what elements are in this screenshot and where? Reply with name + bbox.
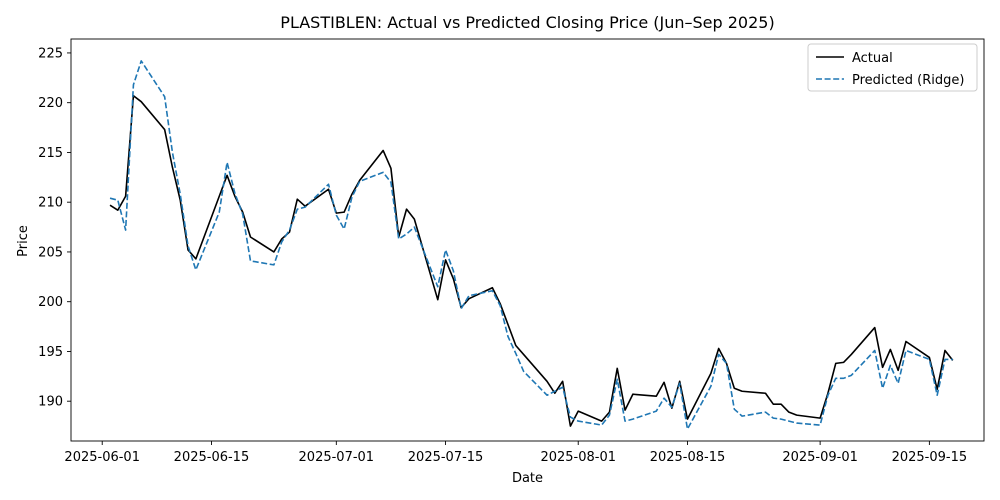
y-tick-label: 205	[38, 245, 63, 260]
legend-box	[807, 43, 978, 92]
y-tick-label: 210	[38, 196, 63, 211]
x-tick-label: 2025-07-15	[408, 450, 484, 465]
series-line-1	[109, 60, 953, 430]
x-tick-label: 2025-08-01	[540, 450, 616, 465]
x-tick-label: 2025-06-15	[174, 450, 250, 465]
x-tick-label: 2025-09-01	[782, 450, 858, 465]
chart-title: PLASTIBLEN: Actual vs Predicted Closing …	[280, 13, 774, 32]
x-tick-label: 2025-07-01	[299, 450, 375, 465]
legend-label-1: Predicted (Ridge)	[852, 73, 964, 88]
y-axis-label: Price	[16, 225, 31, 257]
y-tick-label: 220	[38, 96, 63, 111]
x-tick-label: 2025-08-15	[650, 450, 726, 465]
x-tick-label: 2025-09-15	[892, 450, 968, 465]
axes: 2025-06-01 2025-06-15 2025-07-01 2025-07-15…	[38, 38, 985, 465]
y-tick-label: 215	[38, 146, 63, 161]
legend: Actual Predicted (Ridge)	[807, 43, 978, 92]
axes-frame	[70, 38, 985, 442]
x-axis-label: Date	[512, 471, 543, 486]
legend-label-0: Actual	[852, 51, 893, 66]
y-tick-label: 225	[38, 46, 63, 61]
x-tick-label: 2025-06-01	[64, 450, 140, 465]
y-tick-label: 195	[38, 345, 63, 360]
plot-area	[109, 60, 954, 430]
y-tick-label: 190	[38, 395, 63, 410]
y-tick-label: 200	[38, 295, 63, 310]
